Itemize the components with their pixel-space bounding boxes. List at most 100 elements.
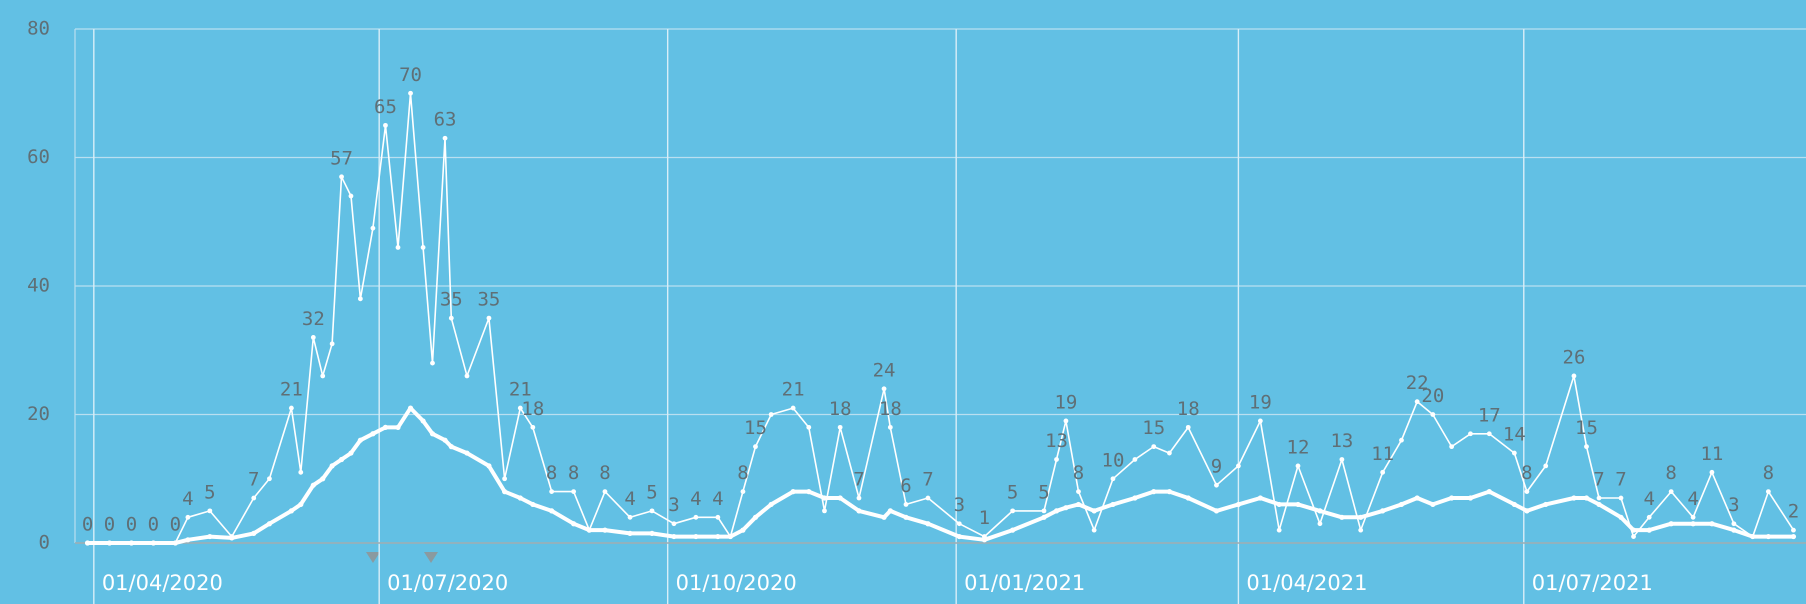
value-label: 8 bbox=[1665, 462, 1676, 484]
daily-point bbox=[925, 495, 931, 501]
average-point bbox=[981, 537, 988, 543]
average-point bbox=[602, 527, 608, 533]
daily-point bbox=[430, 360, 435, 366]
average-point bbox=[1449, 495, 1455, 501]
average-point bbox=[768, 501, 774, 508]
daily-point bbox=[1132, 457, 1138, 462]
value-label: 19 bbox=[1054, 391, 1077, 413]
daily-point bbox=[442, 135, 448, 141]
daily-point bbox=[956, 521, 962, 527]
average-point bbox=[357, 437, 363, 443]
average-point bbox=[1709, 521, 1715, 527]
daily-point bbox=[715, 514, 721, 520]
daily-point bbox=[1010, 508, 1016, 514]
daily-point bbox=[1167, 450, 1172, 456]
daily-point bbox=[1414, 399, 1420, 405]
average-point bbox=[649, 530, 655, 536]
value-label: 12 bbox=[1287, 436, 1310, 458]
daily-point bbox=[1596, 495, 1602, 501]
daily-point bbox=[806, 424, 812, 430]
value-label: 35 bbox=[440, 289, 463, 311]
average-point bbox=[715, 533, 721, 540]
daily-point bbox=[1317, 521, 1323, 527]
daily-point bbox=[671, 521, 677, 527]
value-label: 11 bbox=[1700, 443, 1723, 465]
value-label: 8 bbox=[737, 462, 748, 484]
average-point bbox=[1630, 527, 1637, 533]
daily-point bbox=[549, 489, 555, 494]
daily-point bbox=[420, 245, 426, 250]
value-label: 15 bbox=[1142, 417, 1165, 439]
event-marker bbox=[424, 552, 438, 563]
value-label: 24 bbox=[873, 359, 896, 381]
daily-point bbox=[1791, 527, 1796, 533]
average-line bbox=[87, 406, 1794, 545]
average-point bbox=[1543, 501, 1549, 508]
average-point bbox=[1317, 508, 1323, 514]
value-label: 14 bbox=[1503, 424, 1526, 446]
daily-point bbox=[740, 489, 746, 494]
value-label: 13 bbox=[1330, 430, 1353, 452]
average-point bbox=[298, 501, 304, 508]
daily-point bbox=[1185, 424, 1191, 430]
average-point bbox=[1358, 514, 1364, 520]
value-label: 32 bbox=[302, 308, 325, 330]
daily-point bbox=[329, 341, 335, 347]
daily-point bbox=[408, 90, 413, 96]
average-point bbox=[517, 495, 523, 501]
daily-point bbox=[185, 514, 191, 520]
value-label: 17 bbox=[1478, 404, 1501, 426]
value-label: 63 bbox=[434, 109, 457, 131]
average-point bbox=[502, 489, 508, 495]
daily-point bbox=[1765, 489, 1771, 494]
average-point bbox=[1166, 489, 1173, 495]
average-point bbox=[1511, 501, 1517, 508]
value-label: 7 bbox=[922, 469, 933, 491]
daily-point bbox=[887, 424, 893, 430]
daily-point bbox=[1151, 444, 1157, 450]
value-label: 18 bbox=[829, 398, 852, 420]
daily-point bbox=[310, 335, 316, 340]
average-point bbox=[1618, 514, 1624, 520]
daily-point bbox=[1076, 489, 1081, 494]
value-label: 18 bbox=[879, 398, 902, 420]
daily-point bbox=[1257, 418, 1263, 424]
average-point bbox=[627, 530, 633, 536]
average-point bbox=[448, 444, 454, 450]
value-label: 7 bbox=[248, 469, 259, 491]
daily-point bbox=[837, 424, 843, 430]
average-point bbox=[1091, 508, 1097, 514]
value-label: 21 bbox=[509, 379, 532, 401]
daily-point bbox=[1091, 527, 1097, 533]
daily-point bbox=[1236, 463, 1241, 469]
value-label: 20 bbox=[1421, 385, 1444, 407]
average-point bbox=[1075, 501, 1082, 508]
average-point bbox=[671, 533, 677, 540]
average-point bbox=[1750, 533, 1756, 540]
average-point bbox=[586, 527, 592, 533]
average-point bbox=[1110, 501, 1116, 508]
average-point bbox=[1339, 514, 1345, 520]
value-label: 3 bbox=[668, 494, 679, 516]
daily-point bbox=[693, 514, 699, 520]
value-label: 0 bbox=[148, 514, 159, 536]
value-label: 57 bbox=[330, 147, 353, 169]
value-label: 3 bbox=[1728, 494, 1739, 516]
daily-point bbox=[1468, 431, 1473, 437]
daily-point bbox=[903, 502, 909, 507]
value-label: 7 bbox=[853, 469, 864, 491]
daily-point bbox=[395, 245, 401, 250]
value-label: 0 bbox=[82, 514, 93, 536]
average-point bbox=[887, 508, 893, 514]
daily-point bbox=[370, 225, 376, 231]
average-point bbox=[1596, 501, 1602, 508]
value-label: 15 bbox=[1575, 417, 1598, 439]
average-point bbox=[395, 424, 401, 430]
daily-point bbox=[627, 514, 633, 520]
value-label: 3 bbox=[954, 494, 965, 516]
value-label: 8 bbox=[1521, 462, 1532, 484]
average-point bbox=[925, 521, 931, 527]
average-point bbox=[1571, 495, 1577, 501]
daily-point bbox=[1618, 495, 1624, 501]
daily-point bbox=[486, 315, 492, 321]
